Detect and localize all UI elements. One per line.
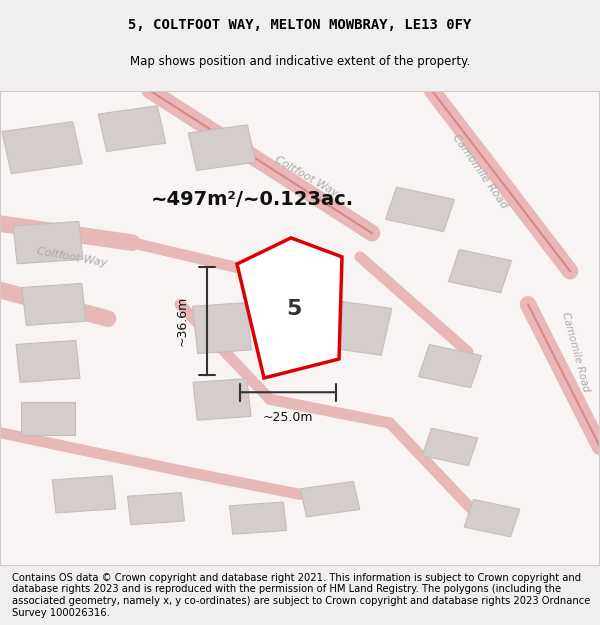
Text: Coltfoot Way: Coltfoot Way [273, 154, 339, 198]
Polygon shape [230, 502, 286, 534]
Text: 5: 5 [286, 299, 302, 319]
Text: Map shows position and indicative extent of the property.: Map shows position and indicative extent… [130, 55, 470, 68]
Polygon shape [418, 344, 482, 388]
Text: ~36.6m: ~36.6m [176, 296, 189, 346]
Polygon shape [52, 476, 116, 513]
Text: 5, COLTFOOT WAY, MELTON MOWBRAY, LE13 0FY: 5, COLTFOOT WAY, MELTON MOWBRAY, LE13 0F… [128, 18, 472, 32]
Polygon shape [448, 249, 512, 292]
Polygon shape [464, 499, 520, 537]
Text: Camomile Road: Camomile Road [451, 132, 509, 211]
Polygon shape [422, 428, 478, 466]
Polygon shape [193, 379, 251, 420]
Polygon shape [328, 301, 392, 355]
Polygon shape [300, 481, 360, 517]
Polygon shape [128, 492, 184, 524]
Polygon shape [13, 221, 83, 264]
Text: Camomile Road: Camomile Road [560, 311, 592, 393]
Polygon shape [16, 341, 80, 382]
Polygon shape [98, 106, 166, 151]
Text: Contains OS data © Crown copyright and database right 2021. This information is : Contains OS data © Crown copyright and d… [12, 572, 590, 618]
Polygon shape [188, 125, 256, 171]
Polygon shape [386, 187, 454, 232]
Polygon shape [237, 238, 342, 378]
Polygon shape [2, 122, 82, 174]
Polygon shape [22, 283, 86, 326]
Text: Coltfoot Way: Coltfoot Way [36, 246, 108, 268]
Text: ~497m²/~0.123ac.: ~497m²/~0.123ac. [151, 191, 353, 209]
Polygon shape [21, 402, 75, 435]
Text: ~25.0m: ~25.0m [263, 411, 313, 424]
Polygon shape [193, 302, 251, 354]
